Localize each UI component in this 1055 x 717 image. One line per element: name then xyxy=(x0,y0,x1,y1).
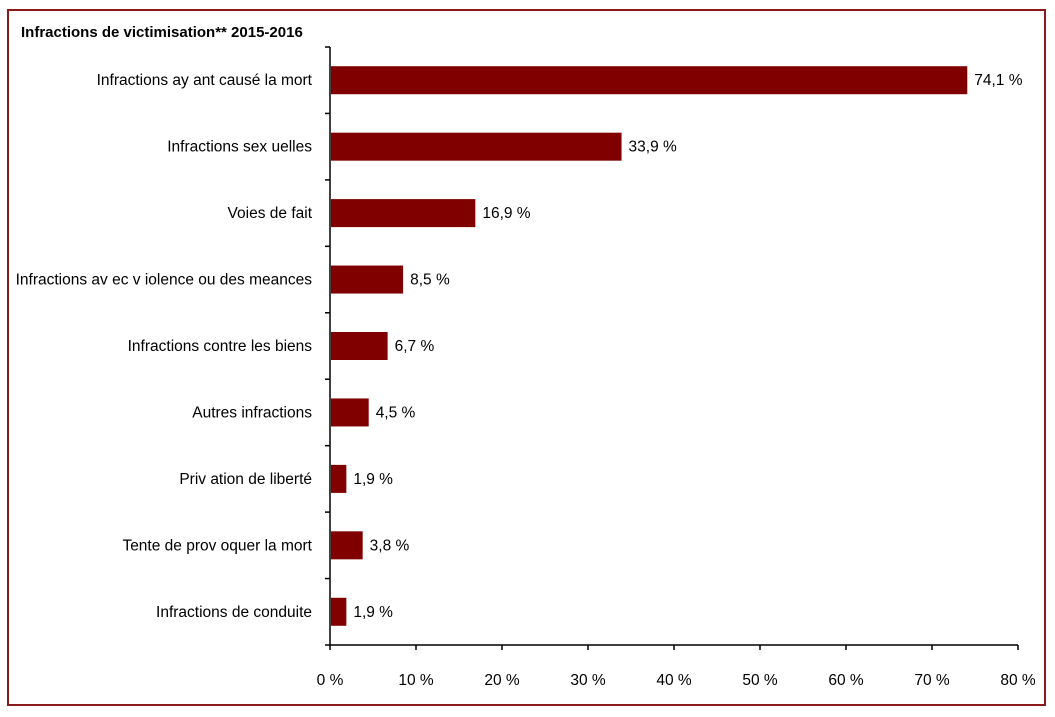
value-label: 74,1 % xyxy=(974,72,1022,89)
bar xyxy=(331,531,363,560)
category-label: Infractions ay ant causé la mort xyxy=(97,72,313,89)
x-tick-label: 30 % xyxy=(570,672,606,689)
x-tick-label: 50 % xyxy=(742,672,778,689)
x-tick-label: 40 % xyxy=(656,672,692,689)
value-label: 8,5 % xyxy=(410,272,450,289)
plot-area: 0 % 10 % 20 % 30 % 40 % 50 % 60 % 70 % 80 % Infra… xyxy=(16,46,1036,689)
x-tick-label: 10 % xyxy=(398,672,434,689)
bar xyxy=(331,398,369,427)
bar xyxy=(331,199,476,228)
value-label: 16,9 % xyxy=(482,205,530,222)
x-tick-label: 80 % xyxy=(1000,672,1036,689)
chart-frame xyxy=(7,9,1046,706)
x-tick-label: 0 % xyxy=(317,672,344,689)
value-label: 1,9 % xyxy=(353,604,393,621)
category-label: Infractions av ec v iolence ou des meanc… xyxy=(16,272,313,289)
bar xyxy=(331,132,622,161)
value-label: 1,9 % xyxy=(353,471,393,488)
value-label: 4,5 % xyxy=(376,404,416,421)
bar xyxy=(331,265,404,294)
category-label: Tente de prov oquer la mort xyxy=(122,537,312,554)
bar xyxy=(331,597,347,626)
bar xyxy=(331,464,347,493)
bar xyxy=(331,332,388,360)
category-label: Autres infractions xyxy=(192,404,312,421)
value-label: 3,8 % xyxy=(370,537,410,554)
category-label: Infractions contre les biens xyxy=(128,338,313,355)
x-tick-label: 70 % xyxy=(914,672,950,689)
chart-title: Infractions de victimisation** 2015-2016 xyxy=(21,24,303,41)
category-label: Priv ation de liberté xyxy=(179,471,312,488)
value-label: 33,9 % xyxy=(629,139,677,156)
x-tick-label: 20 % xyxy=(484,672,520,689)
value-label: 6,7 % xyxy=(395,338,435,355)
x-tick-label: 60 % xyxy=(828,672,864,689)
category-label: Voies de fait xyxy=(228,205,313,222)
category-label: Infractions de conduite xyxy=(156,604,312,621)
category-label: Infractions sex uelles xyxy=(167,139,312,156)
bar xyxy=(331,66,968,95)
